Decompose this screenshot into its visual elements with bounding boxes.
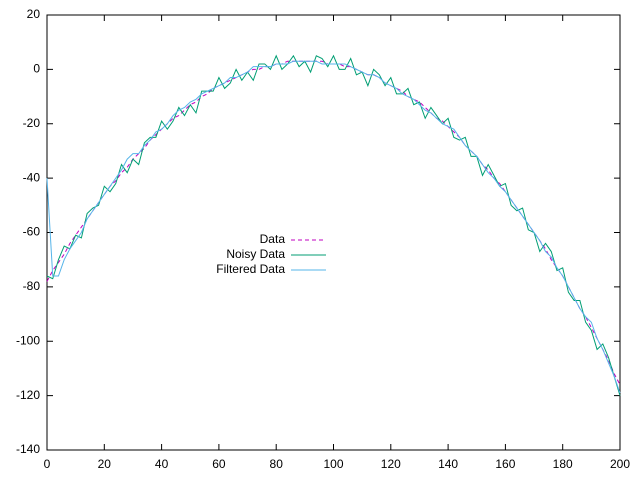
y-tick-label: -80 — [23, 279, 41, 293]
x-tick-label: 80 — [270, 457, 284, 471]
y-tick-label: -60 — [23, 225, 41, 239]
x-tick-label: 100 — [323, 457, 343, 471]
data-line — [46, 60, 621, 394]
y-tick-label: -40 — [23, 170, 41, 184]
x-tick-label: 40 — [155, 457, 169, 471]
data-line — [46, 54, 621, 396]
data-line — [46, 60, 621, 385]
x-tick-label: 140 — [438, 457, 458, 471]
x-tick-label: 200 — [610, 457, 630, 471]
x-tick-label: 160 — [495, 457, 515, 471]
y-tick-label: 0 — [33, 62, 40, 76]
y-tick-label: -140 — [16, 442, 40, 456]
y-tick-label: -20 — [23, 116, 41, 130]
x-tick-label: 120 — [381, 457, 401, 471]
x-tick-label: 180 — [553, 457, 573, 471]
x-tick-label: 60 — [212, 457, 226, 471]
legend-label: Data — [260, 232, 286, 246]
legend-label: Noisy Data — [226, 247, 285, 261]
y-tick-label: -100 — [16, 333, 40, 347]
x-tick-label: 0 — [44, 457, 51, 471]
y-tick-label: -120 — [16, 388, 40, 402]
x-tick-label: 20 — [98, 457, 112, 471]
y-tick-label: 20 — [27, 7, 41, 21]
legend-label: Filtered Data — [216, 262, 285, 276]
